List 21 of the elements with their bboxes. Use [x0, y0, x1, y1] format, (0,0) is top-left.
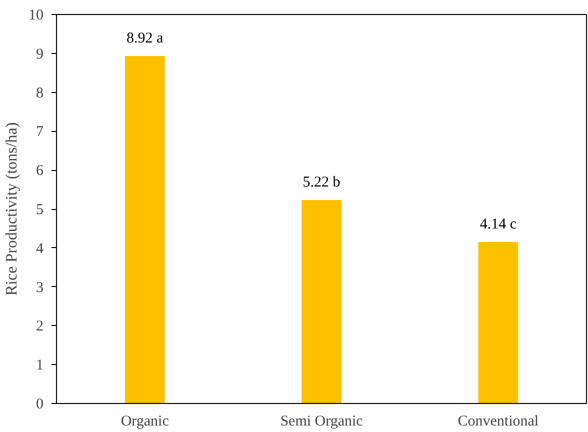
- y-tick-label: 7: [36, 124, 44, 140]
- x-tick-label: Semi Organic: [280, 414, 364, 430]
- y-tick-label: 3: [36, 280, 44, 296]
- y-tick-label: 5: [36, 202, 44, 218]
- data-label: 8.92 a: [126, 30, 164, 47]
- y-axis-title: Rice Productivity (tons/ha): [4, 122, 20, 296]
- y-tick-label: 9: [36, 46, 44, 62]
- bar: [478, 242, 518, 404]
- x-tick-label: Conventional: [458, 414, 539, 430]
- y-tick-label: 10: [28, 8, 44, 24]
- data-label: 4.14 c: [480, 216, 517, 232]
- data-label: 5.22 b: [302, 174, 340, 190]
- x-tick-label: Organic: [120, 414, 170, 430]
- y-tick-label: 2: [36, 318, 44, 335]
- y-tick-label: 4: [36, 240, 44, 257]
- y-tick-label: 0: [36, 396, 44, 412]
- y-tick-label: 6: [36, 163, 44, 180]
- y-tick-label: 8: [36, 85, 44, 102]
- y-tick-label: 1: [36, 358, 44, 374]
- bar: [302, 200, 342, 404]
- bar: [124, 56, 165, 404]
